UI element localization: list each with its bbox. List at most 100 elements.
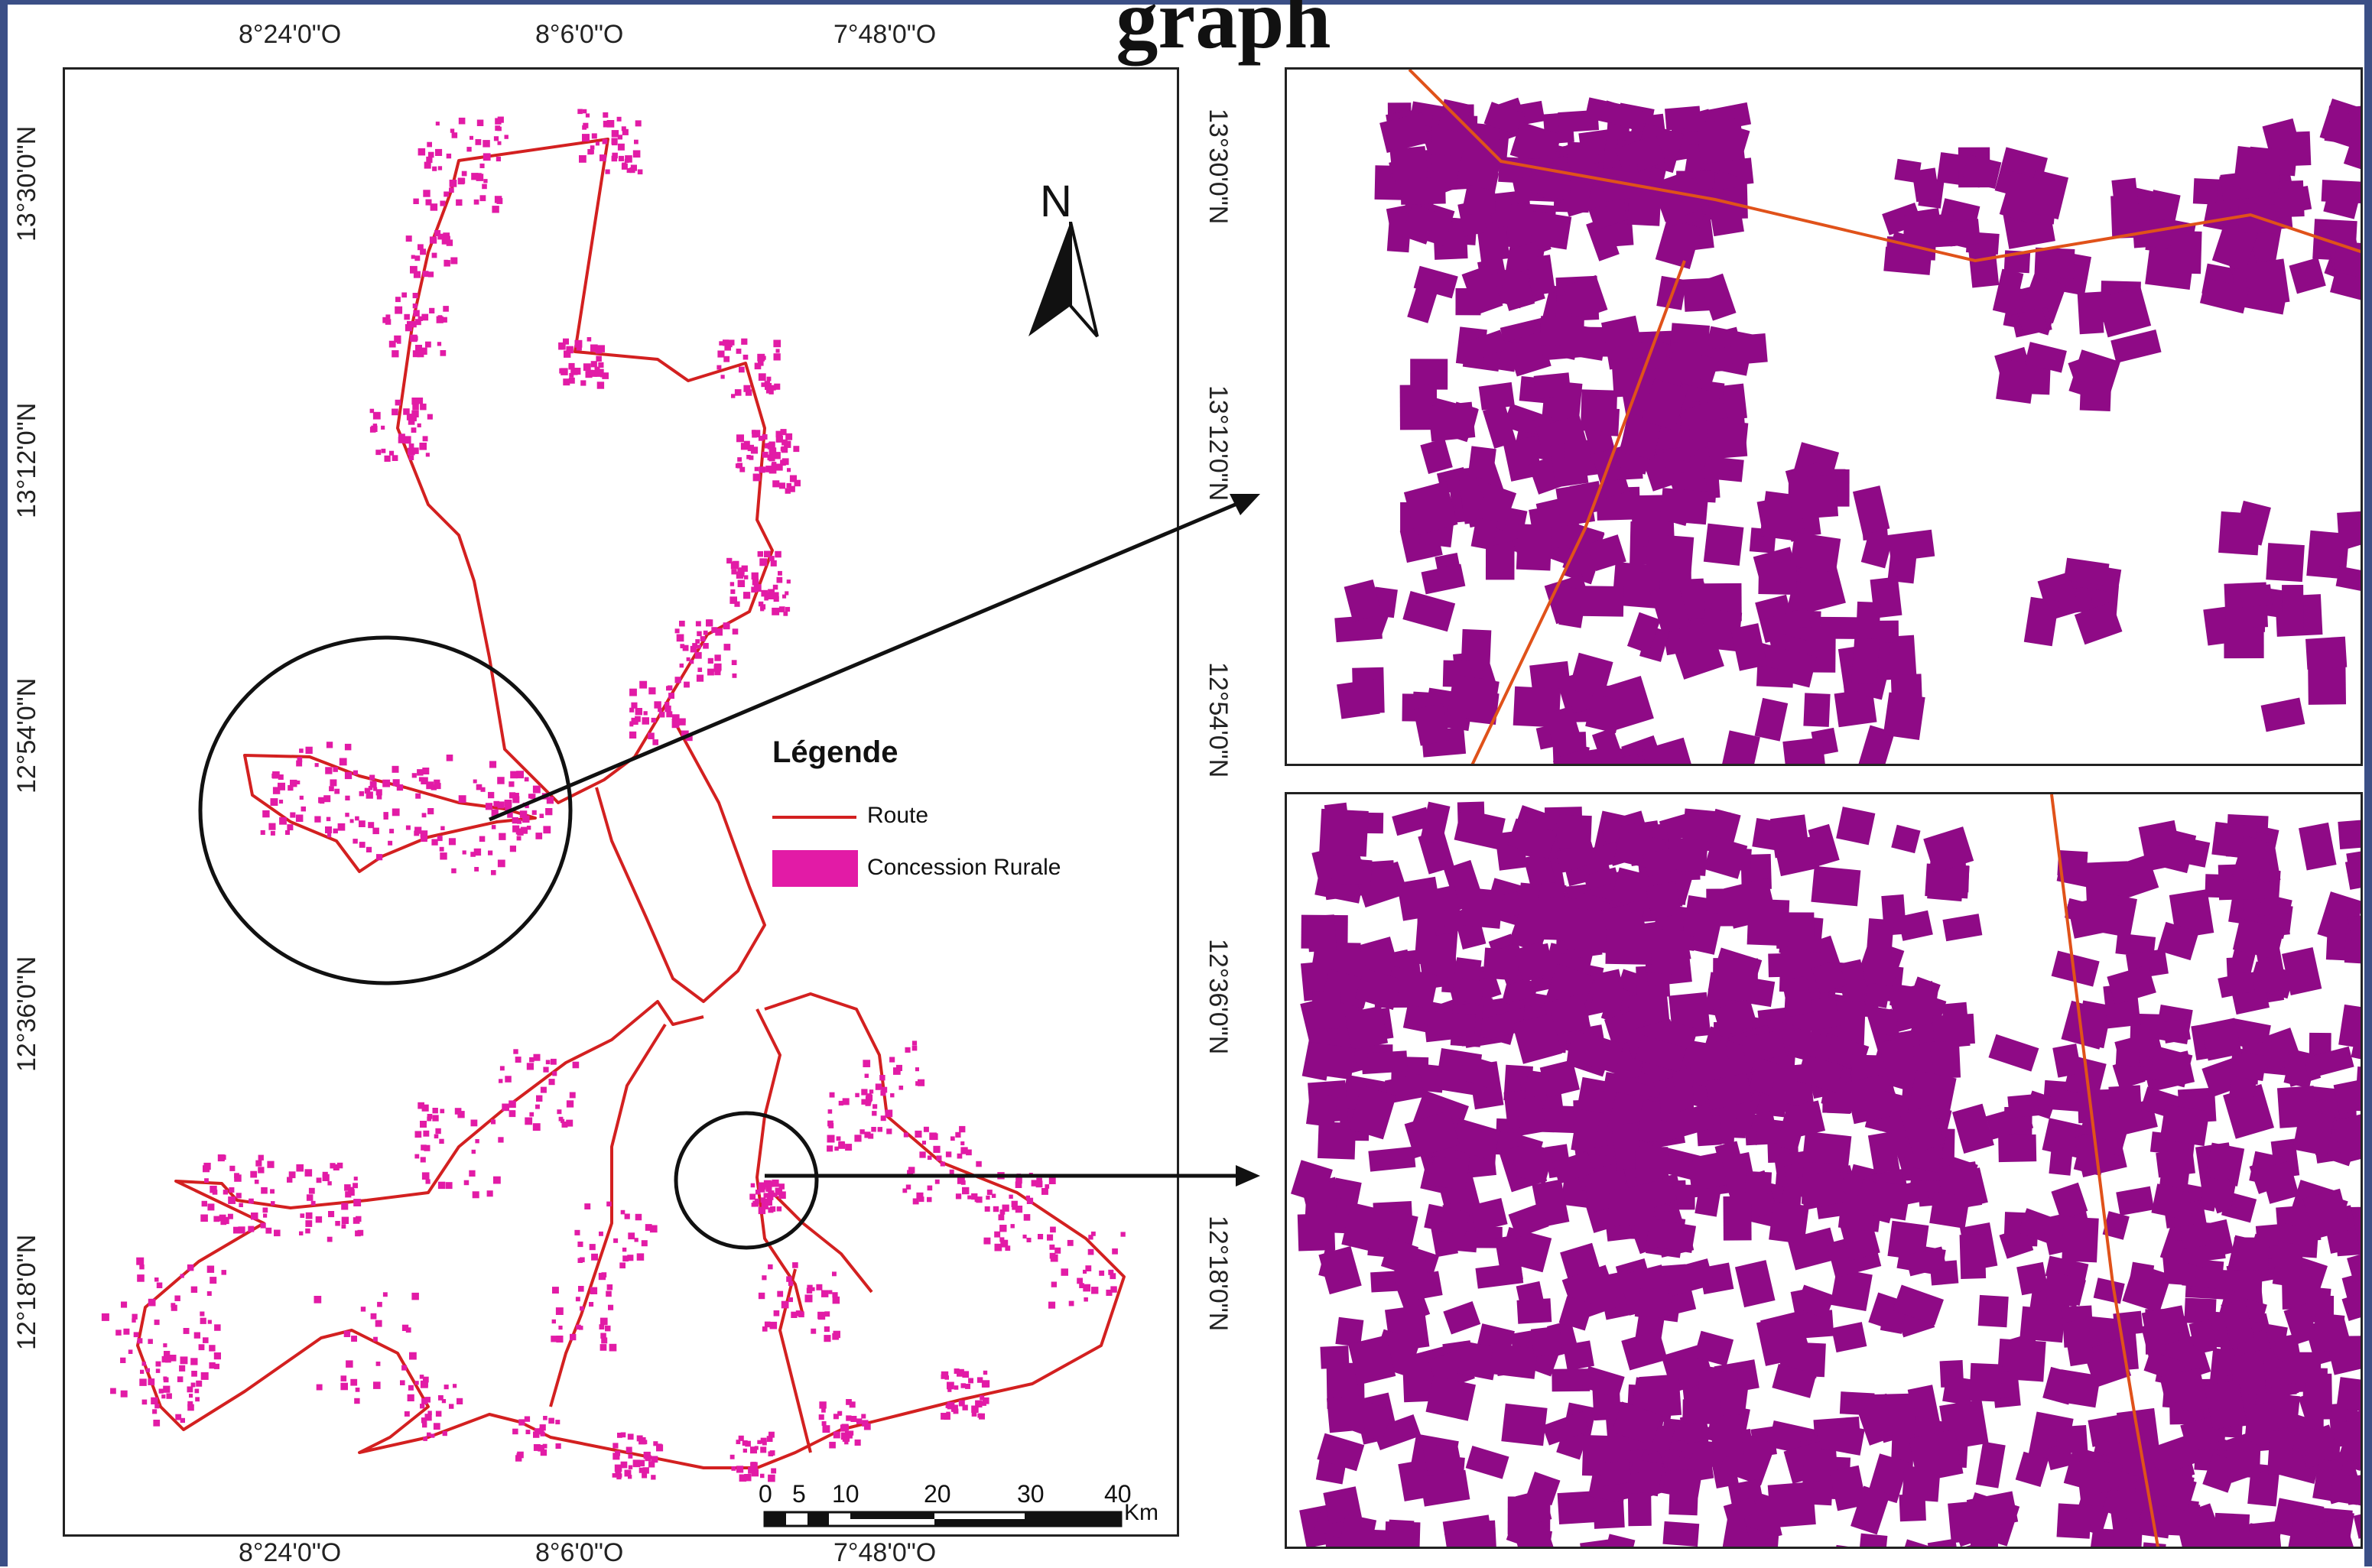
- building: [1442, 1514, 1495, 1547]
- concession-dot: [866, 1099, 872, 1105]
- concession-dot: [115, 1329, 122, 1336]
- concession-dot: [260, 1222, 266, 1229]
- concession-dot: [923, 1126, 929, 1132]
- building: [1524, 1070, 1550, 1105]
- concession-dot: [785, 488, 791, 494]
- concession-dot: [955, 1131, 961, 1138]
- building: [1969, 1362, 2003, 1402]
- concession-dot: [821, 1421, 827, 1426]
- concession-dot: [752, 473, 761, 482]
- concession-dot: [606, 1284, 613, 1290]
- concession-dot: [203, 1337, 209, 1343]
- building: [1789, 474, 1839, 520]
- concession-dot: [622, 1247, 627, 1252]
- concession-dot: [716, 365, 722, 370]
- building: [1851, 637, 1880, 685]
- concession-dot: [753, 584, 762, 592]
- building: [2019, 1306, 2065, 1343]
- concession-dot: [515, 1455, 522, 1462]
- concession-dot: [515, 1057, 522, 1063]
- concession-dot: [766, 376, 772, 381]
- concession-dot: [164, 1351, 171, 1358]
- concession-dot: [763, 1193, 768, 1198]
- concession-dot: [229, 1187, 235, 1193]
- concession-dot: [414, 1154, 420, 1159]
- concession-dot: [842, 1434, 850, 1442]
- concession-dot: [435, 148, 443, 156]
- concession-dot: [270, 798, 278, 806]
- building: [2334, 241, 2361, 272]
- building: [1616, 753, 1643, 764]
- north-arrow-icon: [1028, 222, 1099, 338]
- concession-dot: [770, 385, 776, 391]
- concession-dot: [965, 1384, 970, 1389]
- building: [2051, 950, 2100, 987]
- concession-dot: [885, 1109, 893, 1118]
- concession-dot: [403, 436, 411, 444]
- building: [2289, 257, 2326, 294]
- concession-dot: [327, 833, 332, 838]
- concession-dot: [612, 152, 618, 159]
- concession-dot: [517, 829, 524, 836]
- concession-dot: [737, 457, 742, 462]
- concession-dot: [775, 349, 780, 353]
- concession-dot: [636, 1253, 645, 1261]
- concession-dot: [792, 1262, 798, 1268]
- building: [1988, 1034, 2039, 1072]
- concession-dot: [535, 833, 543, 839]
- concession-dot: [418, 1102, 424, 1109]
- concession-dot: [341, 1216, 349, 1224]
- concession-dot: [758, 1182, 766, 1190]
- concession-dot: [606, 120, 615, 128]
- concession-dot: [1077, 1277, 1083, 1284]
- concession-dot: [328, 1211, 335, 1218]
- inset-map-bottom: [1285, 792, 2363, 1549]
- concession-dot: [619, 1262, 625, 1269]
- concession-dot: [217, 1154, 225, 1162]
- concession-dot: [629, 731, 637, 739]
- concession-dot: [768, 1474, 775, 1482]
- concession-dot: [745, 1440, 751, 1447]
- concession-dot: [1112, 1287, 1117, 1293]
- concession-dot: [642, 1440, 648, 1445]
- building: [2115, 933, 2156, 958]
- legend-title: Légende: [772, 735, 898, 769]
- concession-dot: [837, 1411, 843, 1416]
- building: [1317, 1122, 1357, 1160]
- concession-dot: [769, 1450, 775, 1456]
- concession-dot: [626, 167, 632, 174]
- concession-dot: [381, 448, 386, 453]
- building: [2075, 1000, 2110, 1047]
- building: [2341, 1006, 2361, 1045]
- concession-dot: [494, 196, 502, 203]
- concession-dot: [642, 1472, 648, 1479]
- concession-dot: [731, 394, 736, 398]
- concession-dot: [613, 1238, 619, 1243]
- concession-dot: [643, 711, 648, 716]
- building: [2303, 1046, 2354, 1079]
- building: [2154, 845, 2180, 869]
- concession-dot: [742, 1440, 748, 1446]
- concession-dot: [671, 714, 680, 722]
- concession-dot: [333, 828, 338, 834]
- building: [1977, 1294, 2009, 1328]
- concession-dot: [760, 1446, 767, 1453]
- building: [1829, 1465, 1867, 1511]
- concession-dot: [395, 306, 403, 314]
- concession-dot: [832, 1271, 837, 1277]
- concession-dot: [412, 417, 417, 422]
- concession-dot: [133, 1332, 139, 1338]
- concession-dot: [723, 622, 730, 630]
- scale-tick-40: 40: [1104, 1480, 1132, 1508]
- concession-dot: [933, 1145, 941, 1153]
- concession-dot: [842, 1098, 850, 1105]
- concession-dot: [638, 1437, 646, 1445]
- concession-dot: [532, 785, 541, 794]
- building: [1776, 1103, 1809, 1151]
- concession-dot: [993, 1206, 999, 1213]
- concession-dot: [423, 190, 431, 197]
- route-south-west: [136, 1000, 757, 1469]
- concession-dot: [768, 447, 777, 455]
- concession-dot: [422, 271, 429, 278]
- concession-dot: [599, 373, 605, 378]
